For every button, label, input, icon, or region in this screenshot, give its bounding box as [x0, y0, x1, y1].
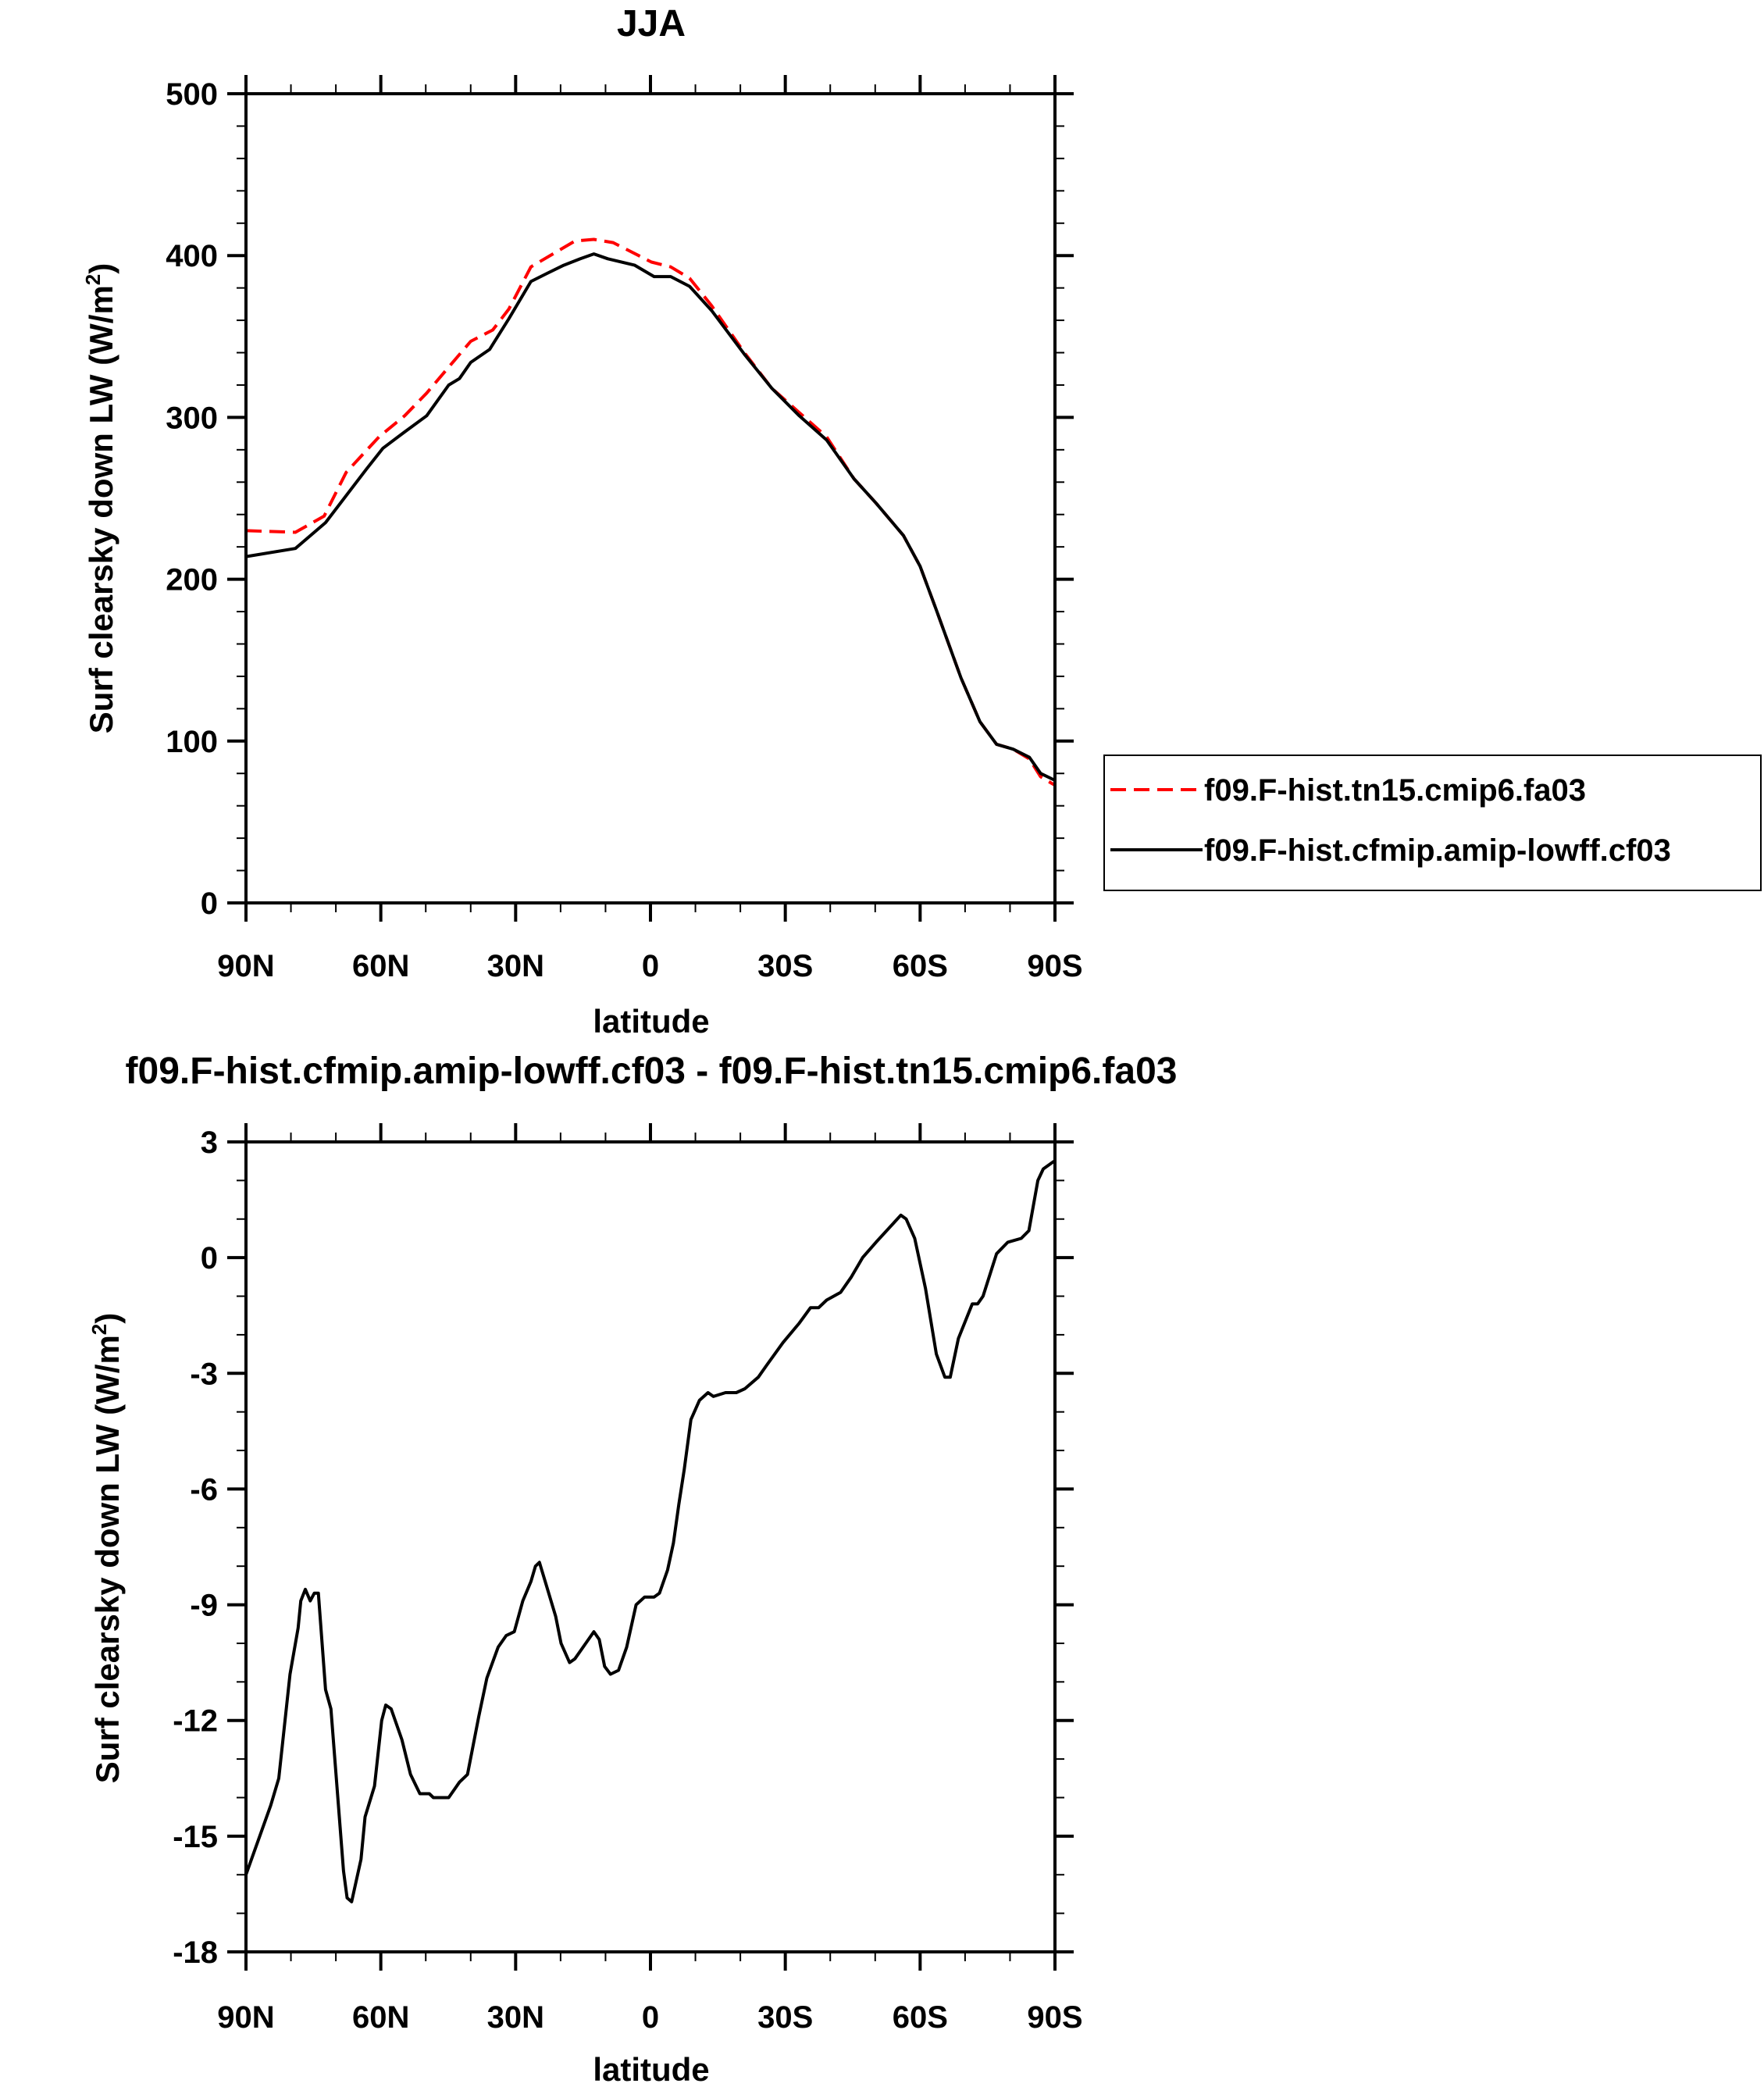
y-tick-label: 500	[166, 77, 218, 112]
legend-label: f09.F-hist.cfmip.amip-lowff.cf03	[1204, 833, 1671, 868]
plot-frame	[244, 1140, 1057, 1953]
y-axis-title-sup: 2	[87, 1324, 111, 1335]
legend: f09.F-hist.tn15.cmip6.fa03 f09.F-hist.cf…	[1103, 755, 1762, 891]
y-tick-label: -9	[190, 1589, 218, 1623]
x-tick-label: 60S	[893, 949, 948, 983]
y-axis-title-close: )	[89, 1313, 126, 1324]
x-tick-label: 90S	[1027, 2000, 1082, 2035]
x-tick-label: 90N	[217, 949, 274, 983]
y-tick-label: 0	[201, 887, 218, 921]
y-axis-title-text: Surf clearsky down LW (W/m	[89, 1335, 126, 1783]
top-panel-jja: JJA latitude Surf clearsky down LW (W/m2…	[81, 3, 1762, 1040]
y-tick-label: 0	[201, 1241, 218, 1275]
series-line-1	[245, 252, 1055, 782]
x-tick-label: 60S	[893, 2000, 948, 2035]
y-tick-label: 400	[166, 239, 218, 273]
panel-title: JJA	[617, 3, 686, 45]
y-tick-label: -18	[173, 1935, 218, 1970]
y-tick-label: 100	[166, 725, 218, 759]
y-tick-label: 3	[201, 1126, 218, 1160]
x-axis-title: latitude	[593, 1003, 709, 1040]
x-axis-title: latitude	[593, 2051, 709, 2087]
x-tick-label: 30S	[757, 2000, 813, 2035]
x-tick-label: 0	[642, 2000, 659, 2035]
y-axis-title-sup: 2	[81, 274, 105, 285]
y-tick-label: 200	[166, 563, 218, 598]
legend-box	[1103, 755, 1762, 891]
series-line-0	[245, 237, 1055, 787]
x-tick-label: 60N	[352, 2000, 409, 2035]
y-axis-title: Surf clearsky down LW (W/m2)	[81, 263, 119, 734]
series-line-0	[244, 1160, 1055, 1903]
x-tick-label: 90S	[1027, 949, 1082, 983]
bottom-panel-difference: f09.F-hist.cfmip.amip-lowff.cf03 - f09.F…	[87, 1051, 1177, 2087]
x-tick-label: 30N	[487, 949, 544, 983]
x-tick-label: 90N	[217, 2000, 274, 2035]
y-tick-label: -12	[173, 1704, 218, 1739]
y-tick-label: -15	[173, 1820, 218, 1854]
x-tick-label: 0	[642, 949, 659, 983]
y-tick-label: -6	[190, 1472, 218, 1507]
legend-label: f09.F-hist.tn15.cmip6.fa03	[1204, 773, 1586, 808]
y-tick-label: -3	[190, 1357, 218, 1391]
y-tick-label: 300	[166, 401, 218, 435]
plot-frame	[244, 92, 1057, 904]
x-tick-label: 60N	[352, 949, 409, 983]
panel-title: f09.F-hist.cfmip.amip-lowff.cf03 - f09.F…	[126, 1051, 1178, 1092]
x-tick-label: 30N	[487, 2000, 544, 2035]
y-axis-title-text: Surf clearsky down LW (W/m	[83, 285, 119, 733]
y-axis-title: Surf clearsky down LW (W/m2)	[87, 1313, 126, 1784]
x-tick-label: 30S	[757, 949, 813, 983]
y-axis-title-close: )	[83, 263, 119, 274]
